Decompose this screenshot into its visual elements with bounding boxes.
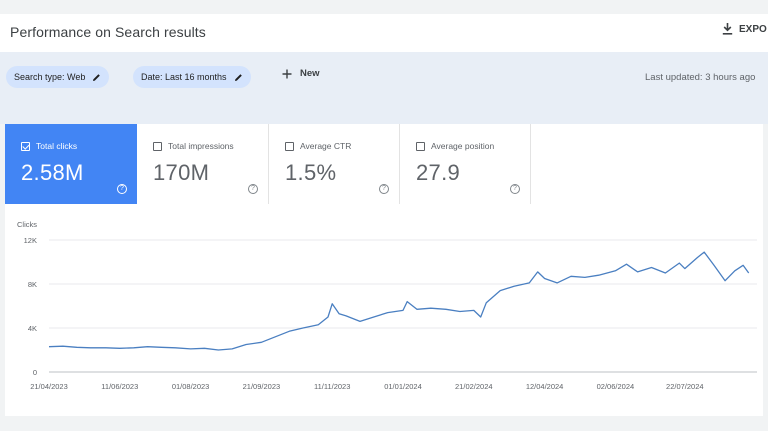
metric-label: Average CTR	[285, 141, 351, 151]
metric-card-total-impressions[interactable]: Total impressions 170M ?	[137, 124, 269, 204]
performance-panel: Total clicks 2.58M ? Total impressions 1…	[5, 124, 763, 416]
metric-label: Total clicks	[21, 141, 77, 151]
y-axis-title: Clicks	[17, 220, 37, 229]
metric-value: 170M	[153, 160, 210, 185]
checkbox-icon[interactable]	[153, 141, 162, 151]
x-tick-label: 11/11/2023	[314, 382, 350, 391]
x-tick-label: 01/08/2023	[172, 382, 210, 391]
search-type-label: Search type: Web	[14, 72, 86, 82]
metric-value: 1.5%	[285, 160, 337, 185]
new-filter-button[interactable]: New	[282, 68, 320, 79]
x-tick-label: 21/04/2023	[30, 382, 68, 391]
clicks-series-line	[48, 251, 750, 351]
metric-label-text: Average position	[431, 141, 495, 151]
metric-card-average-ctr[interactable]: Average CTR 1.5% ?	[269, 124, 400, 204]
y-tick-label: 4K	[28, 324, 37, 333]
filter-bar: Search type: Web Date: Last 16 months Ne…	[0, 52, 768, 124]
metric-label-text: Average CTR	[300, 141, 352, 151]
date-range-label: Date: Last 16 months	[141, 72, 227, 82]
clicks-chart[interactable]: Clicks 0 4K 8K 12K 21/04/2023 11/06/2023 01/08/…	[5, 216, 763, 414]
metric-label-text: Total clicks	[36, 141, 78, 151]
x-tick-label: 02/06/2024	[597, 382, 635, 391]
search-type-chip[interactable]: Search type: Web	[6, 66, 110, 88]
x-tick-label: 12/04/2024	[526, 382, 564, 391]
export-label: EXPO	[739, 23, 767, 35]
y-tick-label: 8K	[28, 280, 37, 289]
last-updated-text: Last updated: 3 hours ago	[645, 72, 756, 83]
x-tick-label: 11/06/2023	[101, 382, 138, 391]
checkbox-icon[interactable]	[416, 141, 425, 151]
pencil-icon	[93, 73, 101, 81]
x-tick-label: 21/02/2024	[455, 382, 493, 391]
x-tick-label: 01/01/2024	[384, 382, 422, 391]
x-tick-label: 22/07/2024	[666, 382, 704, 391]
pencil-icon	[234, 73, 242, 81]
metric-card-average-position[interactable]: Average position 27.9 ?	[400, 124, 531, 204]
page-title: Performance on Search results	[10, 24, 206, 40]
metric-label: Average position	[416, 141, 494, 151]
checkbox-icon[interactable]	[285, 141, 294, 151]
plus-icon	[282, 69, 292, 78]
x-tick-label: 21/09/2023	[243, 382, 281, 391]
metric-value: 27.9	[416, 160, 461, 185]
metric-card-total-clicks[interactable]: Total clicks 2.58M ?	[5, 124, 137, 204]
help-icon[interactable]: ?	[117, 184, 127, 194]
metric-label-text: Total impressions	[168, 141, 234, 151]
checkbox-checked-icon[interactable]	[21, 141, 30, 151]
help-icon[interactable]: ?	[248, 184, 258, 194]
date-range-chip[interactable]: Date: Last 16 months	[133, 66, 251, 88]
y-tick-label: 12K	[24, 236, 37, 245]
metric-label: Total impressions	[153, 141, 234, 151]
metric-value: 2.58M	[21, 160, 84, 185]
help-icon[interactable]: ?	[379, 184, 389, 194]
y-tick-label: 0	[33, 368, 37, 377]
new-filter-label: New	[300, 68, 320, 79]
page-header: Performance on Search results EXPO	[0, 14, 768, 52]
help-icon[interactable]: ?	[510, 184, 520, 194]
download-icon	[722, 23, 733, 35]
export-button[interactable]: EXPO	[722, 23, 767, 35]
